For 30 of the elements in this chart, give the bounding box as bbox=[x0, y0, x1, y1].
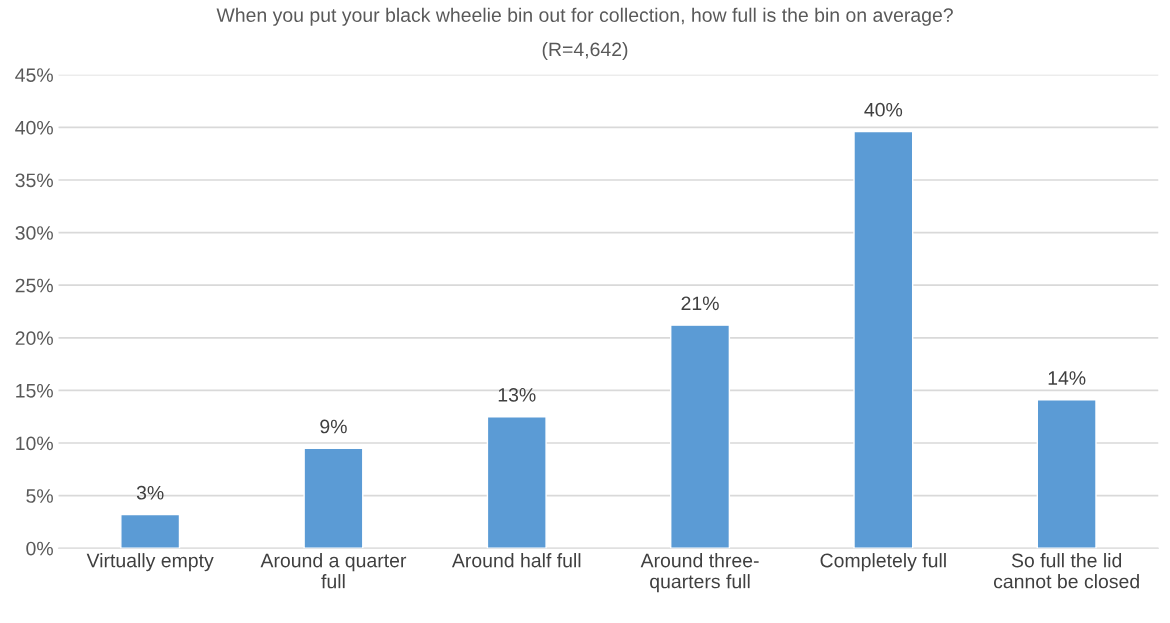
data-label: 13% bbox=[498, 387, 536, 402]
y-tick-label: 15% bbox=[16, 383, 53, 398]
chart-title: When you put your black wheelie bin out for collection, how full is the bin on average? bbox=[216, 7, 953, 26]
data-label: 40% bbox=[864, 102, 903, 117]
data-label: 21% bbox=[681, 296, 719, 311]
x-tick-label: Virtually empty bbox=[86, 553, 214, 572]
bar bbox=[120, 513, 181, 549]
data-label: 3% bbox=[136, 485, 164, 500]
y-tick-label: 30% bbox=[15, 226, 53, 240]
bar bbox=[486, 416, 547, 549]
x-tick-label: Around a quarter full bbox=[260, 553, 407, 589]
y-tick-label: 40% bbox=[15, 120, 53, 135]
y-tick-label: 20% bbox=[15, 331, 53, 346]
bar bbox=[303, 447, 364, 549]
data-label: 9% bbox=[320, 419, 347, 434]
x-tick-label: Around half full bbox=[451, 553, 581, 568]
y-tick-label: 5% bbox=[26, 489, 53, 503]
x-tick-label: Completely full bbox=[820, 553, 946, 572]
chart-subtitle: (R=4,642) bbox=[542, 41, 628, 61]
y-tick-label: 0% bbox=[26, 541, 53, 556]
y-tick-label: 35% bbox=[15, 173, 53, 188]
bar bbox=[853, 130, 914, 549]
bar bbox=[670, 324, 731, 549]
x-tick-label: Around three- quarters full bbox=[640, 553, 759, 593]
data-label: 14% bbox=[1048, 371, 1086, 385]
y-tick-label: 25% bbox=[15, 278, 53, 293]
y-tick-label: 45% bbox=[15, 68, 53, 82]
x-tick-label: So full the lid cannot be closed bbox=[993, 553, 1139, 589]
bar bbox=[1036, 399, 1097, 549]
y-tick-label: 10% bbox=[16, 436, 53, 451]
